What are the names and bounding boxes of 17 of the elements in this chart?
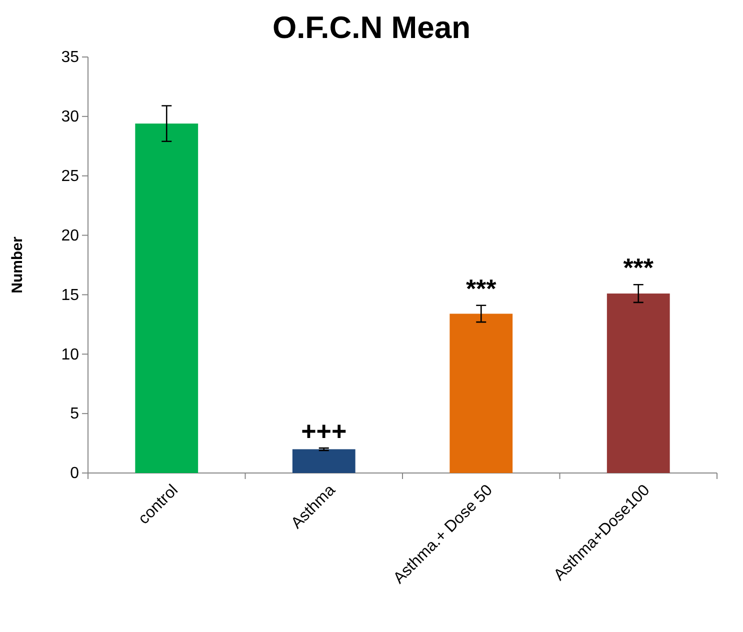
- y-axis-title: Number: [9, 236, 26, 294]
- annotation: ***: [623, 252, 654, 283]
- y-tick-label: 25: [61, 168, 80, 185]
- y-tick-label: 20: [61, 227, 80, 244]
- y-tick-label: 30: [61, 108, 80, 126]
- y-tick-label: 35: [61, 49, 80, 66]
- annotation: +++: [301, 416, 347, 446]
- bar: [606, 294, 670, 473]
- y-tick-label: 15: [61, 286, 80, 304]
- annotation: ***: [466, 273, 498, 304]
- bar: [135, 124, 198, 473]
- bar: [450, 314, 513, 473]
- bar: [292, 449, 356, 473]
- y-tick-label: 5: [70, 406, 80, 423]
- y-tick-label: 10: [61, 346, 80, 364]
- chart-title: O.F.C.N Mean: [272, 10, 471, 45]
- y-tick-label: 0: [70, 465, 80, 482]
